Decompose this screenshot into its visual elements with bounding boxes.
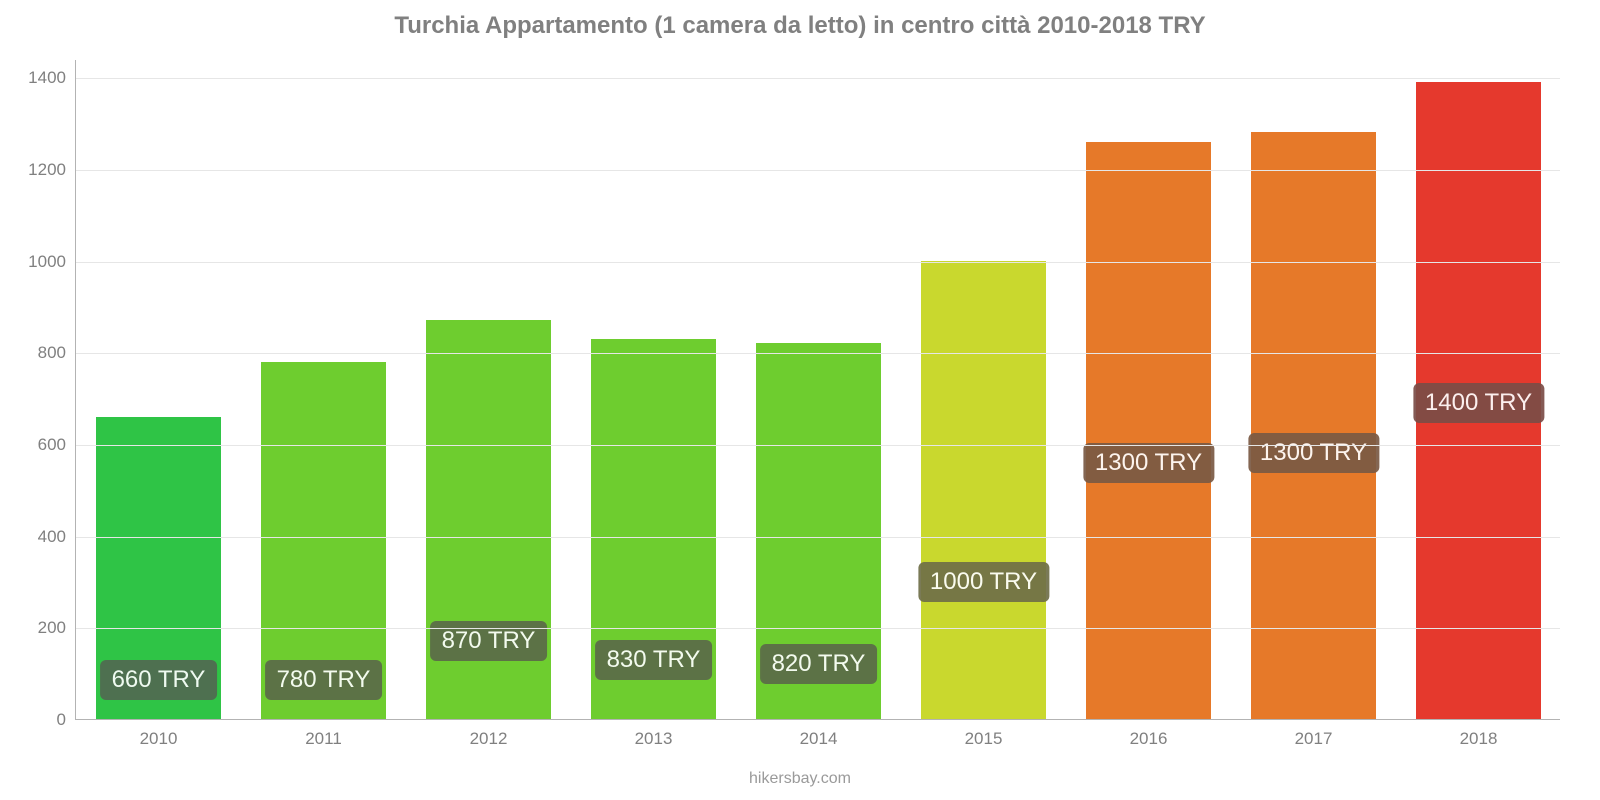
x-tick-label: 2011 [305, 729, 342, 749]
gridline [76, 353, 1560, 354]
value-badge: 660 TRY [100, 660, 218, 700]
x-tick-label: 2012 [470, 729, 508, 749]
gridline [76, 628, 1560, 629]
source-label: hikersbay.com [0, 770, 1600, 788]
x-tick-label: 2014 [800, 729, 838, 749]
x-tick-label: 2013 [635, 729, 673, 749]
bars-layer: 660 TRY 780 TRY 870 TRY 830 TRY 820 TRY 1000 … [76, 60, 1560, 719]
gridline [76, 170, 1560, 171]
value-badge: 780 TRY [265, 660, 383, 700]
gridline [76, 78, 1560, 79]
gridline [76, 537, 1560, 538]
x-tick-label: 2015 [965, 729, 1003, 749]
y-tick-label: 800 [38, 343, 76, 363]
value-badge: 870 TRY [430, 621, 548, 661]
value-badge: 1400 TRY [1413, 383, 1544, 423]
bar-chart: Turchia Appartamento (1 camera da letto)… [0, 0, 1600, 800]
value-badge: 1300 TRY [1083, 443, 1214, 483]
y-tick-label: 400 [38, 527, 76, 547]
x-tick-label: 2018 [1460, 729, 1498, 749]
chart-title: Turchia Appartamento (1 camera da letto)… [0, 12, 1600, 40]
bar [921, 261, 1046, 719]
value-badge: 1300 TRY [1248, 433, 1379, 473]
y-tick-label: 600 [38, 435, 76, 455]
bar [1251, 132, 1376, 719]
y-tick-label: 0 [57, 710, 76, 730]
gridline [76, 445, 1560, 446]
y-tick-label: 1400 [28, 68, 76, 88]
bar [1086, 142, 1211, 720]
value-badge: 820 TRY [760, 644, 878, 684]
y-tick-label: 200 [38, 618, 76, 638]
value-badge: 830 TRY [595, 640, 713, 680]
gridline [76, 262, 1560, 263]
value-badge: 1000 TRY [918, 562, 1049, 602]
x-tick-label: 2016 [1130, 729, 1168, 749]
x-tick-label: 2017 [1295, 729, 1333, 749]
y-tick-label: 1000 [28, 252, 76, 272]
x-tick-label: 2010 [140, 729, 178, 749]
y-tick-label: 1200 [28, 160, 76, 180]
plot-area: 660 TRY 780 TRY 870 TRY 830 TRY 820 TRY 1000 … [75, 60, 1560, 720]
